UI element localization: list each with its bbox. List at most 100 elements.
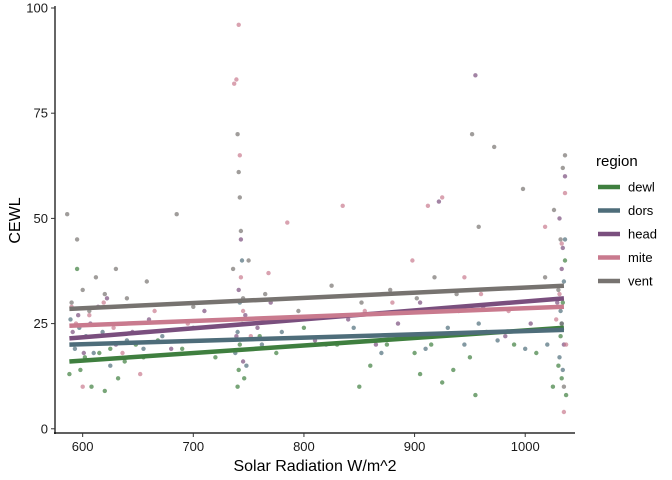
point-head — [81, 350, 87, 356]
trend-line-dors — [69, 327, 565, 347]
point-dewl — [384, 342, 390, 347]
x-tick-label: 700 — [182, 439, 204, 454]
point-dewl — [412, 350, 417, 356]
point-vent — [238, 228, 244, 234]
point-mite — [236, 22, 241, 27]
point-vent — [296, 308, 301, 314]
point-dors — [244, 363, 249, 368]
axes-layer: 600 700 800 900 1000 0 25 50 75 100 — [26, 1, 575, 454]
point-dors — [108, 363, 113, 368]
point-dewl — [97, 350, 102, 356]
point-dors — [445, 325, 450, 330]
point-mite — [462, 275, 467, 280]
point-dors — [560, 367, 565, 373]
x-axis-title: Solar Radiation W/m^2 — [233, 458, 396, 475]
point-dors — [279, 329, 284, 335]
point-mite — [101, 300, 106, 305]
point-dors — [235, 329, 240, 335]
point-dewl — [213, 355, 218, 360]
point-dewl — [237, 342, 242, 347]
point-vent — [561, 384, 567, 389]
point-dors — [259, 342, 265, 347]
point-mite — [425, 203, 431, 208]
point-dewl — [451, 367, 456, 373]
legend-label-mite: mite — [628, 250, 653, 265]
point-dewl — [115, 376, 121, 381]
point-vent — [237, 195, 242, 200]
x-tick-label: 1000 — [511, 439, 540, 454]
point-vent — [235, 132, 240, 137]
point-dewl — [550, 384, 556, 389]
point-vent — [263, 291, 268, 297]
point-head — [555, 300, 560, 305]
point-head — [346, 317, 351, 322]
point-head — [202, 308, 207, 314]
point-dors — [561, 279, 567, 284]
point-head — [373, 342, 379, 347]
point-vent — [469, 132, 475, 137]
point-head — [560, 245, 565, 251]
point-dewl — [417, 371, 423, 377]
y-tick-label: 25 — [34, 316, 48, 331]
point-dors — [351, 325, 356, 330]
point-vent — [556, 287, 561, 293]
point-mite — [557, 291, 562, 297]
x-tick-label: 800 — [293, 439, 315, 454]
point-mite — [240, 308, 246, 314]
point-dors — [462, 342, 467, 347]
point-mite — [232, 81, 237, 86]
trend-line-vent — [69, 283, 565, 312]
point-mite — [152, 308, 157, 314]
trend-line-mite — [69, 304, 565, 328]
legend-label-head: head — [628, 227, 657, 242]
point-dors — [239, 258, 245, 263]
point-dewl — [558, 334, 563, 339]
point-vent — [432, 275, 437, 280]
point-dewl — [534, 350, 539, 356]
point-vent — [359, 300, 364, 305]
point-dewl — [440, 380, 445, 385]
point-dors — [141, 346, 146, 351]
point-dewl — [467, 355, 473, 360]
point-mite — [559, 241, 564, 246]
point-dewl — [560, 300, 565, 305]
point-mite — [138, 371, 143, 377]
point-dewl — [274, 350, 279, 356]
point-head — [436, 199, 442, 204]
trend-layer — [69, 283, 565, 364]
point-dewl — [78, 367, 83, 373]
point-dors — [100, 329, 105, 335]
point-vent — [80, 287, 85, 293]
legend: region dewl dors head mite vent — [596, 153, 657, 289]
point-head — [417, 300, 423, 305]
point-vent — [476, 224, 481, 229]
point-vent — [93, 275, 99, 280]
point-dewl — [122, 359, 127, 364]
point-vent — [69, 300, 74, 305]
point-dewl — [67, 371, 72, 377]
point-vent — [492, 144, 497, 150]
point-vent — [388, 287, 393, 293]
point-mite — [111, 325, 116, 330]
point-mite — [80, 384, 85, 389]
point-vent — [102, 291, 108, 297]
point-mite — [561, 409, 567, 415]
point-head — [243, 313, 248, 318]
point-mite — [554, 317, 559, 322]
legend-label-dewl: dewl — [628, 180, 655, 195]
legend-title: region — [596, 153, 638, 170]
y-axis-title: CEWL — [7, 197, 24, 243]
point-vent — [144, 279, 149, 284]
point-vent — [124, 296, 130, 301]
y-tick-label: 50 — [34, 211, 48, 226]
point-dors — [72, 346, 78, 351]
point-dewl — [89, 384, 94, 389]
point-head — [238, 237, 244, 242]
point-dewl — [74, 266, 80, 272]
point-mite — [120, 350, 125, 356]
point-mite — [285, 220, 290, 225]
y-tick-label: 75 — [34, 106, 48, 121]
point-dors — [523, 346, 528, 351]
point-head — [528, 321, 533, 326]
point-mite — [410, 258, 415, 263]
